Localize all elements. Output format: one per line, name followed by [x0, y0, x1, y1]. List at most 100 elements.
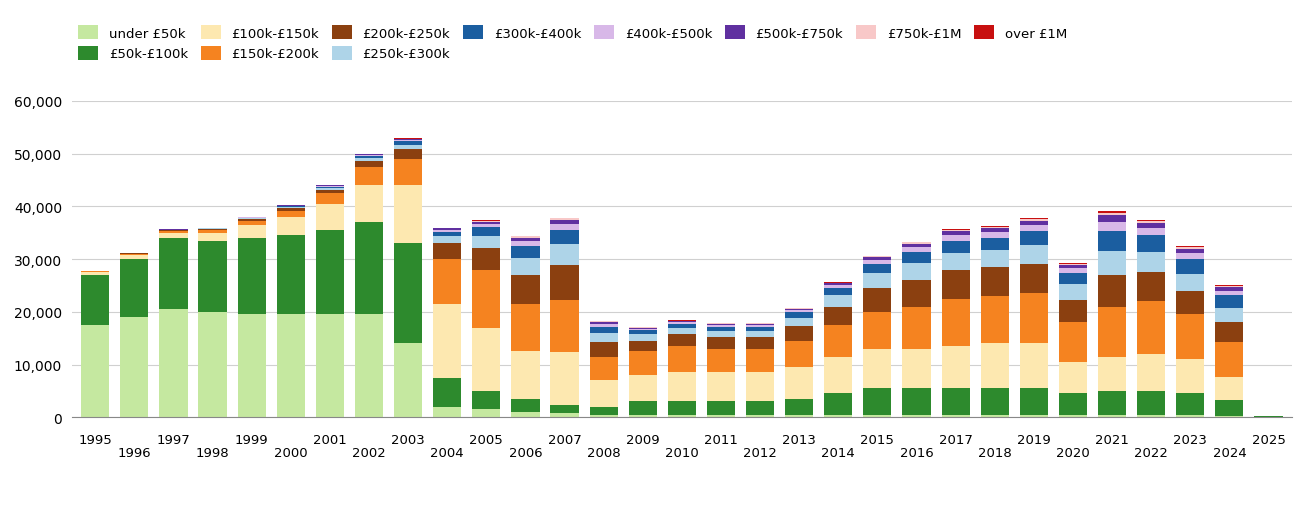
- Bar: [238, 221, 266, 225]
- Bar: [433, 378, 461, 407]
- Bar: [1215, 416, 1244, 417]
- Bar: [1137, 391, 1165, 415]
- Text: 2024: 2024: [1212, 446, 1246, 459]
- Bar: [316, 190, 345, 194]
- Bar: [1019, 225, 1048, 232]
- Bar: [1215, 323, 1244, 343]
- Text: 2013: 2013: [782, 433, 816, 446]
- Bar: [707, 349, 735, 373]
- Bar: [355, 315, 384, 417]
- Bar: [512, 242, 539, 246]
- Bar: [1215, 308, 1244, 323]
- Bar: [668, 402, 696, 415]
- Bar: [825, 289, 852, 295]
- Text: 1997: 1997: [157, 433, 191, 446]
- Bar: [472, 224, 500, 228]
- Text: 2008: 2008: [587, 446, 620, 459]
- Bar: [394, 142, 423, 146]
- Bar: [551, 219, 578, 220]
- Bar: [707, 415, 735, 417]
- Text: 1999: 1999: [235, 433, 269, 446]
- Bar: [1019, 265, 1048, 294]
- Bar: [980, 344, 1009, 388]
- Bar: [1098, 212, 1126, 213]
- Bar: [668, 335, 696, 346]
- Bar: [1137, 302, 1165, 354]
- Bar: [786, 341, 813, 367]
- Bar: [316, 187, 345, 188]
- Legend: under £50k, £50k-£100k, £100k-£150k, £150k-£200k, £200k-£250k, £250k-£300k, £300: under £50k, £50k-£100k, £100k-£150k, £15…: [78, 26, 1067, 61]
- Bar: [1137, 354, 1165, 391]
- Bar: [1058, 265, 1087, 269]
- Bar: [551, 405, 578, 413]
- Bar: [1098, 391, 1126, 415]
- Bar: [1058, 301, 1087, 323]
- Bar: [433, 232, 461, 237]
- Bar: [825, 283, 852, 284]
- Bar: [1098, 275, 1126, 307]
- Bar: [472, 222, 500, 224]
- Bar: [941, 415, 970, 417]
- Bar: [512, 246, 539, 259]
- Bar: [120, 318, 149, 417]
- Bar: [903, 415, 930, 417]
- Bar: [1176, 254, 1205, 260]
- Text: 2000: 2000: [274, 446, 308, 459]
- Bar: [1098, 307, 1126, 357]
- Bar: [1058, 273, 1087, 285]
- Bar: [1019, 220, 1048, 221]
- Bar: [825, 307, 852, 325]
- Bar: [746, 373, 774, 402]
- Bar: [864, 257, 891, 258]
- Bar: [1215, 343, 1244, 377]
- Bar: [668, 324, 696, 328]
- Bar: [1215, 296, 1244, 308]
- Bar: [512, 275, 539, 304]
- Bar: [746, 402, 774, 415]
- Bar: [864, 274, 891, 289]
- Bar: [746, 349, 774, 373]
- Bar: [277, 211, 305, 217]
- Bar: [1215, 286, 1244, 287]
- Bar: [159, 232, 188, 233]
- Bar: [355, 155, 384, 156]
- Bar: [941, 235, 970, 241]
- Bar: [707, 402, 735, 415]
- Text: 1996: 1996: [117, 446, 151, 459]
- Bar: [1098, 223, 1126, 232]
- Bar: [1019, 388, 1048, 415]
- Bar: [512, 237, 539, 238]
- Bar: [355, 156, 384, 157]
- Bar: [1137, 253, 1165, 273]
- Bar: [159, 309, 188, 417]
- Bar: [825, 284, 852, 286]
- Bar: [746, 327, 774, 331]
- Bar: [120, 260, 149, 318]
- Bar: [277, 209, 305, 211]
- Bar: [472, 409, 500, 417]
- Bar: [864, 388, 891, 415]
- Bar: [864, 415, 891, 417]
- Bar: [1058, 263, 1087, 264]
- Bar: [238, 239, 266, 315]
- Text: 2014: 2014: [821, 446, 855, 459]
- Bar: [629, 335, 656, 341]
- Bar: [159, 231, 188, 232]
- Bar: [707, 331, 735, 337]
- Bar: [629, 341, 656, 352]
- Bar: [746, 325, 774, 327]
- Bar: [980, 388, 1009, 415]
- Bar: [512, 399, 539, 412]
- Bar: [316, 204, 345, 231]
- Bar: [551, 218, 578, 219]
- Bar: [1098, 232, 1126, 251]
- Bar: [355, 157, 384, 159]
- Bar: [277, 315, 305, 417]
- Bar: [512, 236, 539, 237]
- Bar: [590, 323, 617, 324]
- Bar: [1137, 273, 1165, 302]
- Bar: [590, 342, 617, 357]
- Bar: [551, 353, 578, 405]
- Bar: [277, 236, 305, 315]
- Bar: [1215, 288, 1244, 291]
